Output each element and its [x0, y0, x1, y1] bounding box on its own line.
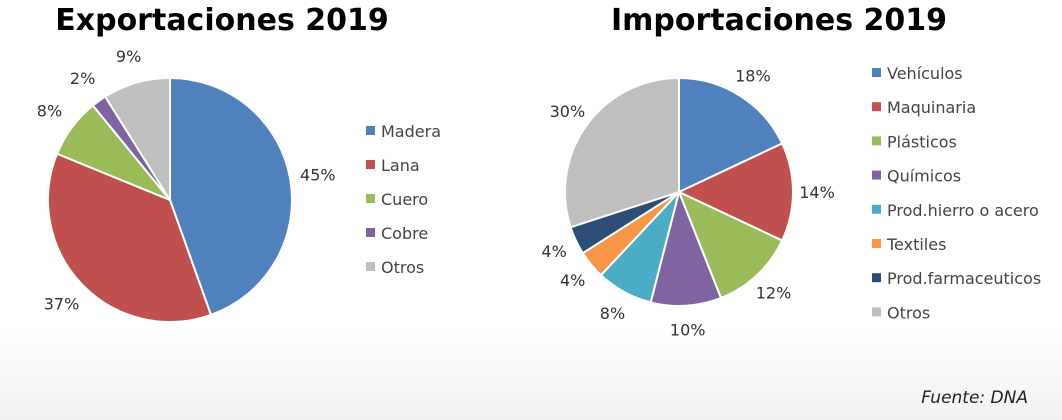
- exports-data-label-madera: 45%: [300, 166, 336, 185]
- imports-slice-vehiculos: [678, 76, 784, 194]
- exports-legend-swatch-cobre: [366, 228, 375, 237]
- imports-data-label-maquinaria: 14%: [799, 183, 835, 202]
- exports-legend-label-lana: Lana: [381, 156, 420, 175]
- imports-chart-title: Importaciones 2019: [611, 3, 947, 38]
- imports-legend-swatch-maquinaria: [872, 102, 881, 112]
- exports-legend-label-cuero: Cuero: [381, 190, 428, 209]
- exports-legend: Madera Lana Cuero Cobre Otros: [366, 122, 441, 277]
- imports-legend-label-prod-hierro-o-acero: Prod.hierro o acero: [887, 201, 1039, 220]
- exports-slice-otros: [103, 76, 171, 204]
- source-note: Fuente: DNA: [921, 388, 1028, 408]
- imports-legend-swatch-prod-farmaceuticos: [872, 273, 881, 283]
- exports-legend-label-cobre: Cobre: [381, 224, 428, 243]
- imports-slice-otros: [564, 76, 680, 229]
- imports-data-label-prod-farmaceuticos: 4%: [541, 242, 566, 261]
- imports-data-label-vehiculos: 18%: [735, 67, 771, 86]
- imports-legend-label-maquinaria: Maquinaria: [887, 98, 976, 117]
- imports-legend-swatch-prod-hierro-o-acero: [872, 204, 881, 214]
- imports-legend-swatch-textiles: [872, 239, 881, 248]
- exports-legend-label-otros: Otros: [381, 258, 424, 277]
- imports-legend: Vehículos Maquinaria Plásticos Químicos Prod…: [872, 64, 1041, 322]
- exports-data-label-cuero: 8%: [37, 102, 62, 121]
- exports-data-label-cobre: 2%: [70, 69, 95, 88]
- imports-legend-label-plasticos: Plásticos: [887, 132, 957, 151]
- imports-data-label-plasticos: 12%: [756, 284, 792, 303]
- imports-legend-label-otros: Otros: [887, 303, 930, 322]
- imports-legend-swatch-vehiculos: [872, 68, 881, 77]
- imports-legend-swatch-otros: [872, 307, 881, 317]
- imports-slice-maquinaria: [676, 142, 794, 242]
- exports-slice-lana: [47, 152, 213, 323]
- imports-pie: 18% 14% 12% 10% 8% 4% 4% 30%: [541, 67, 834, 340]
- imports-data-label-otros: 30%: [550, 102, 586, 121]
- imports-data-label-prod-hierro-o-acero: 8%: [600, 304, 625, 323]
- exports-slice-madera: [169, 76, 293, 317]
- exports-legend-swatch-madera: [366, 126, 375, 135]
- imports-data-label-quimicos: 10%: [670, 321, 706, 340]
- imports-slice-plasticos: [677, 190, 784, 300]
- exports-legend-swatch-lana: [366, 160, 375, 169]
- imports-legend-swatch-plasticos: [872, 136, 881, 146]
- exports-data-label-lana: 37%: [44, 295, 80, 314]
- imports-legend-label-prod-farmaceuticos: Prod.farmaceuticos: [887, 269, 1041, 288]
- exports-legend-swatch-cuero: [366, 194, 375, 203]
- imports-legend-swatch-quimicos: [872, 170, 881, 180]
- exports-pie: 45% 37% 8% 2% 9%: [37, 47, 336, 323]
- imports-data-label-textiles: 4%: [560, 271, 585, 290]
- exports-chart-title: Exportaciones 2019: [55, 3, 389, 38]
- exports-data-label-otros: 9%: [116, 47, 141, 66]
- exports-legend-swatch-otros: [366, 262, 375, 271]
- imports-legend-label-textiles: Textiles: [886, 235, 946, 254]
- exports-legend-label-madera: Madera: [381, 122, 441, 141]
- imports-legend-label-quimicos: Químicos: [887, 167, 961, 186]
- imports-legend-label-vehiculos: Vehículos: [887, 64, 963, 83]
- imports-slice-quimicos: [649, 188, 723, 307]
